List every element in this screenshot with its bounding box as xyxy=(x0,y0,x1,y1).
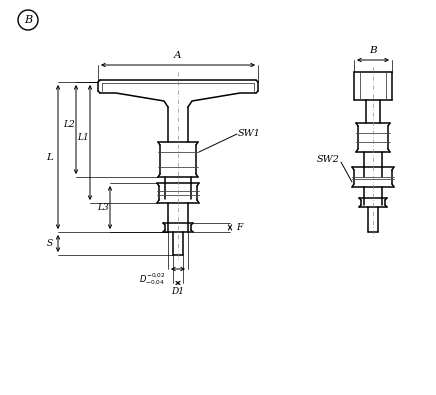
Text: SW2: SW2 xyxy=(317,156,340,164)
Text: S: S xyxy=(47,239,53,248)
Text: D1: D1 xyxy=(171,287,184,296)
Text: L: L xyxy=(47,152,54,162)
Text: $D^{-0{,}02}_{-0{,}04}$: $D^{-0{,}02}_{-0{,}04}$ xyxy=(140,272,166,287)
Text: L3: L3 xyxy=(97,203,109,212)
Text: B: B xyxy=(369,46,377,55)
Text: L1: L1 xyxy=(77,133,89,142)
Text: F: F xyxy=(236,223,242,232)
Text: L2: L2 xyxy=(63,120,75,129)
Text: SW1: SW1 xyxy=(238,128,261,137)
Text: B: B xyxy=(24,15,32,25)
Text: A: A xyxy=(174,51,182,60)
